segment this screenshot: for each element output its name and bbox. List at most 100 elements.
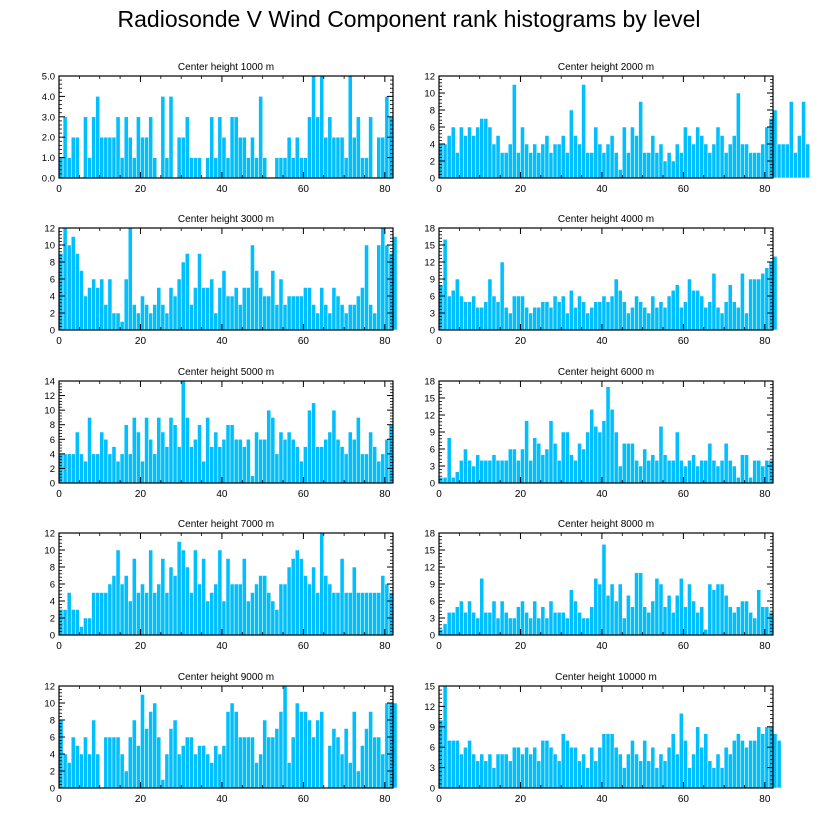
- y-tick-label: 10: [424, 89, 435, 100]
- bar: [91, 592, 96, 636]
- bar: [503, 612, 509, 636]
- bar: [221, 270, 227, 331]
- bar: [335, 439, 341, 484]
- bar: [315, 116, 320, 179]
- bar: [152, 304, 157, 331]
- bar: [315, 592, 320, 636]
- bar: [617, 290, 623, 331]
- bar: [565, 152, 570, 179]
- bar: [315, 312, 320, 331]
- bar: [687, 460, 692, 484]
- bar: [242, 558, 247, 636]
- bar: [364, 157, 369, 179]
- bar: [221, 136, 227, 179]
- bar: [233, 116, 239, 179]
- x-tick-label: 40: [216, 489, 228, 500]
- bar: [160, 96, 166, 179]
- bar: [597, 431, 603, 484]
- bar: [528, 617, 533, 636]
- bar: [258, 96, 263, 179]
- bar: [699, 746, 704, 789]
- bar: [299, 711, 304, 789]
- bar: [524, 420, 529, 484]
- bar: [463, 746, 468, 789]
- bar: [654, 767, 660, 789]
- y-tick-label: 6: [50, 435, 55, 446]
- bar: [331, 728, 337, 789]
- y-tick-label: 6: [430, 292, 435, 303]
- bar: [679, 578, 684, 636]
- bar: [274, 453, 280, 484]
- y-tick-label: 2: [430, 157, 435, 168]
- bar: [642, 152, 647, 179]
- bar: [115, 312, 121, 331]
- bar: [670, 290, 676, 331]
- bar: [768, 726, 774, 789]
- x-tick-label: 40: [216, 641, 228, 652]
- y-tick-label: 15: [424, 241, 435, 252]
- bar: [756, 460, 762, 484]
- bar: [164, 157, 170, 179]
- bar: [756, 278, 762, 331]
- bar: [66, 762, 72, 789]
- bar: [528, 152, 533, 179]
- x-tick-label: 60: [298, 489, 310, 500]
- x-tick-label: 20: [135, 184, 147, 195]
- bar: [483, 760, 489, 789]
- bar: [683, 465, 688, 484]
- bar: [372, 592, 377, 636]
- bar: [99, 431, 105, 484]
- bar: [589, 307, 595, 331]
- bar: [552, 443, 558, 484]
- bar: [290, 157, 296, 179]
- bar: [475, 617, 480, 636]
- bar: [103, 439, 109, 484]
- bar: [250, 592, 255, 636]
- x-tick-label: 80: [379, 184, 391, 195]
- bar: [573, 460, 578, 484]
- bar: [319, 446, 324, 484]
- bar: [123, 116, 129, 179]
- x-tick-label: 0: [436, 184, 442, 195]
- bar: [499, 600, 505, 636]
- bar: [58, 609, 64, 636]
- bar: [622, 617, 627, 636]
- bar: [62, 116, 68, 179]
- bar: [193, 549, 198, 636]
- bar: [650, 746, 656, 789]
- panel-title: Center height 3000 m: [178, 214, 274, 225]
- bar: [674, 431, 680, 484]
- bar: [512, 295, 517, 331]
- bar: [217, 446, 223, 484]
- bar: [185, 417, 190, 484]
- bar: [630, 740, 635, 789]
- bar: [438, 719, 444, 789]
- bar: [185, 253, 190, 331]
- bar: [79, 626, 84, 636]
- histogram-panel-2: Center height 2000 m 0 20 40 60 80 0 2 4 6 8 10 12: [424, 62, 810, 195]
- bar: [658, 301, 664, 331]
- bar: [679, 712, 684, 789]
- bar: [597, 746, 603, 789]
- bar: [327, 312, 333, 331]
- bar: [352, 711, 357, 789]
- bar: [736, 606, 741, 636]
- bar: [70, 136, 76, 179]
- bar: [573, 135, 578, 179]
- bar: [495, 301, 501, 331]
- bar: [319, 75, 324, 179]
- bar: [229, 583, 235, 636]
- bar: [364, 728, 369, 789]
- x-tick-label: 20: [515, 489, 527, 500]
- bar: [392, 702, 398, 789]
- bar: [662, 454, 668, 484]
- bar: [752, 278, 757, 331]
- bar: [127, 136, 133, 179]
- bar: [715, 126, 721, 179]
- bar: [442, 623, 448, 636]
- bar: [455, 606, 460, 636]
- bar: [327, 745, 333, 789]
- bar: [719, 312, 725, 331]
- bar: [577, 143, 582, 179]
- bar: [225, 711, 231, 789]
